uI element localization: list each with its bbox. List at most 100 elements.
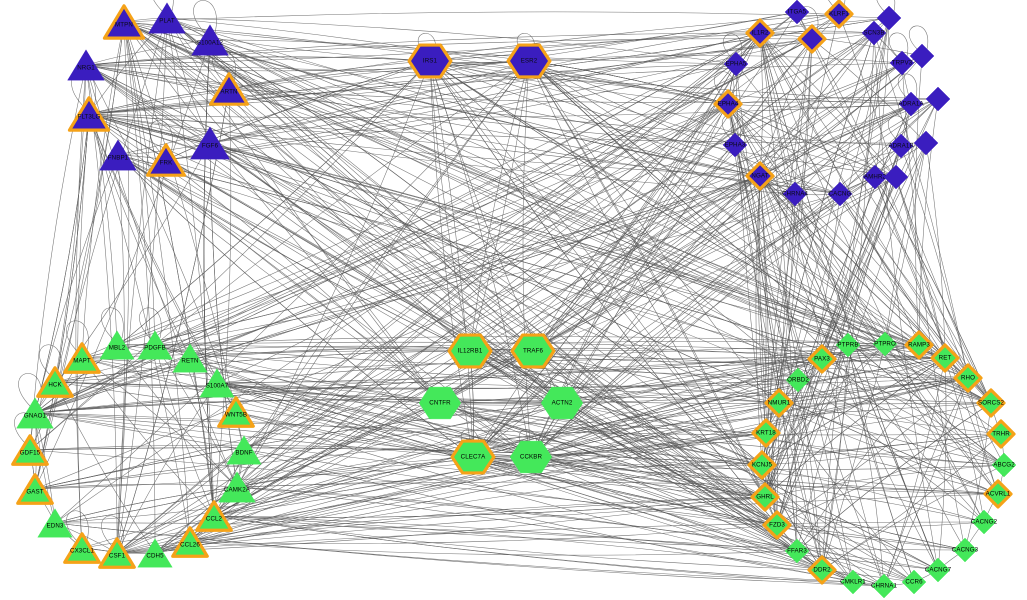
edge: [235, 411, 823, 571]
edge: [54, 377, 969, 389]
network-node-fnbp1[interactable]: FNBP1: [96, 136, 141, 174]
edge: [165, 38, 813, 161]
edge: [778, 402, 1005, 466]
edge: [117, 154, 992, 404]
network-node-ccr6[interactable]: CCR6: [898, 566, 930, 598]
network-node-epha5[interactable]: EPHA5: [720, 48, 752, 80]
network-node-trhr[interactable]: TRHR: [984, 417, 1018, 451]
network-node-mtpn[interactable]: MTPN: [100, 2, 147, 42]
network-node-ddr2[interactable]: DDR2: [805, 553, 839, 587]
edge: [189, 541, 798, 556]
network-node-fgf6[interactable]: FGF6: [186, 123, 233, 163]
network-node-csf1[interactable]: CSF1: [96, 535, 139, 572]
self-loop-edge: [14, 412, 37, 445]
edge: [469, 60, 530, 352]
edge: [235, 411, 474, 458]
edge: [116, 32, 761, 554]
edge: [530, 379, 799, 458]
edge: [847, 344, 885, 587]
network-node-blu3[interactable]: [922, 83, 954, 115]
edge: [776, 145, 902, 526]
edge: [34, 113, 90, 414]
edge: [34, 142, 927, 414]
edge: [166, 17, 763, 466]
network-node-chrna4[interactable]: CHRNA4: [779, 178, 811, 210]
edge: [937, 357, 947, 571]
network-node-bdnf[interactable]: BDNF: [223, 432, 266, 469]
network-node-krt18[interactable]: KRT18: [749, 416, 783, 450]
edge: [116, 496, 766, 554]
network-node-wnt5b[interactable]: WNT5B: [215, 394, 258, 431]
edge: [166, 17, 441, 404]
network-node-cmklr1[interactable]: CMKLR1: [837, 566, 869, 598]
edge: [528, 55, 903, 64]
edge: [123, 21, 441, 404]
network-node-blu1[interactable]: [873, 2, 905, 34]
edge: [761, 357, 946, 466]
edge: [85, 64, 841, 195]
network-node-actn2[interactable]: ACTN2: [537, 378, 587, 428]
edge: [213, 496, 766, 518]
network-node-sorcs2[interactable]: SORCS2: [974, 386, 1008, 420]
edge: [532, 350, 766, 498]
edge: [209, 39, 897, 178]
network-node-cckbr[interactable]: CCKBR: [506, 432, 556, 482]
edge: [85, 64, 999, 495]
edge: [532, 32, 761, 352]
edge: [228, 88, 939, 104]
edge: [530, 456, 763, 467]
network-node-ngat[interactable]: NGAT: [743, 159, 777, 193]
network-node-plat[interactable]: PLAT: [145, 0, 190, 37]
network-node-clec7a[interactable]: CLEC7A: [448, 432, 498, 482]
network-node-irs1[interactable]: IRS1: [405, 36, 455, 86]
network-node-gdf15[interactable]: GDF15: [9, 432, 52, 469]
edge: [764, 496, 939, 571]
edge: [236, 60, 431, 488]
network-node-gast[interactable]: GAST: [14, 471, 57, 508]
network-node-il12rb1[interactable]: IL12RB1: [445, 326, 495, 376]
network-node-traf6[interactable]: TRAF6: [508, 326, 558, 376]
network-node-blu5[interactable]: [880, 161, 912, 193]
edge: [429, 60, 854, 583]
edge: [88, 113, 191, 359]
edge: [54, 60, 530, 524]
network-node-il1r2[interactable]: IL1R2: [743, 16, 777, 50]
network-node-cntfr[interactable]: CNTFR: [415, 378, 465, 428]
network-node-flt3lg[interactable]: FLT3LG: [65, 94, 112, 134]
network-node-blu4[interactable]: [910, 127, 942, 159]
edge: [532, 98, 939, 352]
edge: [34, 113, 90, 490]
edge: [532, 350, 778, 526]
network-node-nrg1[interactable]: NRG1: [64, 46, 109, 84]
network-node-blu2[interactable]: [906, 40, 938, 72]
edge: [54, 522, 885, 587]
network-node-s100a12[interactable]: S100A12: [188, 21, 233, 59]
edge: [88, 17, 890, 115]
network-node-ptpro[interactable]: PTPRO: [869, 328, 901, 360]
edge: [735, 63, 946, 359]
network-node-nmur1[interactable]: NMUR1: [762, 386, 796, 420]
network-node-epha3[interactable]: EPHA3: [719, 129, 751, 161]
network-node-frk[interactable]: FRK: [144, 141, 189, 179]
edge: [429, 60, 474, 458]
edge: [761, 343, 886, 466]
edge: [154, 38, 813, 346]
edge: [727, 103, 854, 583]
network-node-chrna1[interactable]: CHRNA1: [868, 570, 900, 600]
network-node-artn[interactable]: ARTN: [207, 70, 252, 108]
edge: [528, 60, 729, 105]
network-node-blu6[interactable]: [795, 22, 829, 56]
edge: [429, 60, 969, 379]
network-node-esr2[interactable]: ESR2: [504, 36, 554, 86]
edge: [530, 456, 939, 571]
edge: [116, 11, 798, 554]
network-node-cacng[interactable]: CACNG: [824, 178, 856, 210]
network-node-gnao1[interactable]: GNAO1: [13, 394, 58, 432]
edge: [228, 88, 563, 404]
self-loop-edge: [713, 71, 735, 99]
network-node-epha4[interactable]: EPHA4: [711, 87, 745, 121]
edge: [154, 193, 841, 346]
network-node-kcnj5[interactable]: KCNJ5: [745, 448, 779, 482]
network-node-cdh5[interactable]: CDH5: [134, 535, 177, 572]
